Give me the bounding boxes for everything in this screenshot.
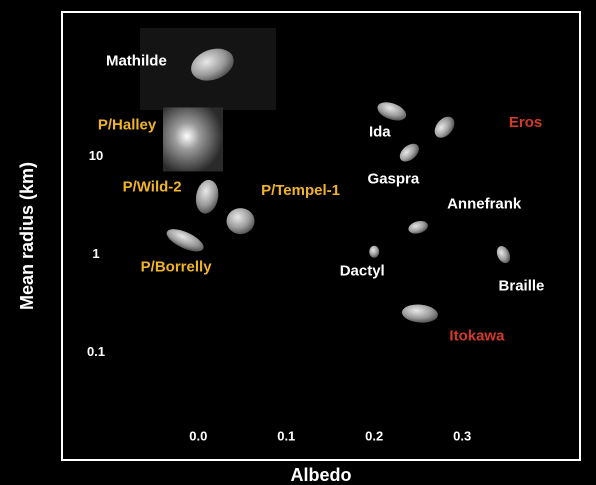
- x-tick-label: 0.3: [453, 428, 471, 443]
- point-label: P/Borrelly: [141, 258, 213, 275]
- data-point: [163, 107, 224, 172]
- point-label: Eros: [509, 114, 542, 131]
- y-tick-label: 10: [89, 148, 103, 163]
- data-point: [496, 246, 511, 264]
- point-label: Gaspra: [368, 171, 420, 188]
- point-label: P/Halley: [98, 116, 157, 133]
- point-label: P/Tempel-1: [261, 182, 340, 199]
- data-point: [434, 116, 455, 138]
- y-axis-label: Mean radius (km): [17, 162, 37, 310]
- data-point: [226, 208, 255, 235]
- data-point: [401, 304, 438, 323]
- point-label: P/Wild-2: [123, 179, 182, 196]
- data-point: [195, 179, 219, 214]
- data-point: [399, 143, 419, 162]
- point-label: Dactyl: [340, 263, 385, 280]
- point-label: Braille: [499, 278, 545, 295]
- x-axis-label: Albedo: [291, 465, 352, 485]
- point-label: Mathilde: [106, 53, 167, 70]
- x-tick-label: 0.1: [277, 428, 295, 443]
- x-tick-label: 0.0: [189, 428, 207, 443]
- data-point: [377, 102, 407, 121]
- point-label: Annefrank: [447, 195, 522, 212]
- y-tick-label: 1: [92, 246, 99, 261]
- y-tick-label: 0.1: [87, 344, 105, 359]
- data-point: [408, 220, 428, 234]
- data-point: [166, 229, 204, 252]
- plot-frame: [61, 11, 581, 461]
- data-point: [369, 245, 380, 258]
- x-tick-label: 0.2: [365, 428, 383, 443]
- point-label: Ida: [369, 123, 391, 140]
- data-point: [191, 48, 234, 81]
- point-label: Itokawa: [449, 328, 505, 345]
